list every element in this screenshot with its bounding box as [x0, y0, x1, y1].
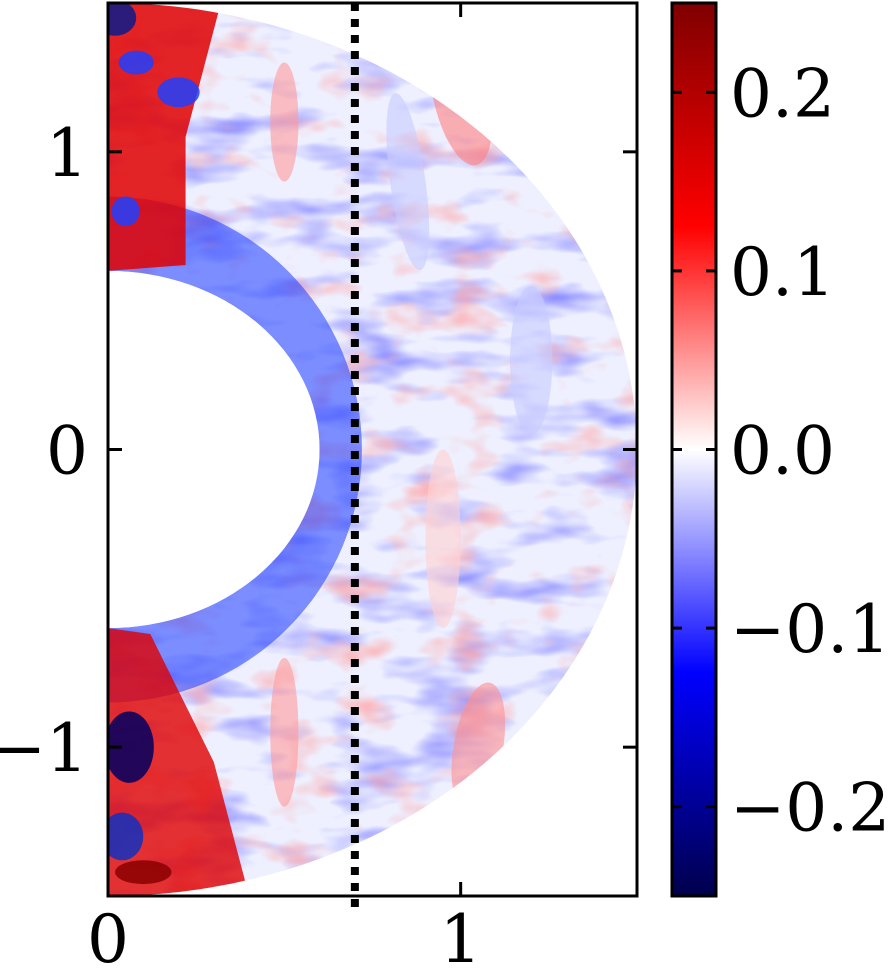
colorbar-ticks: −0.2 −0.1 0.0 0.1 0.2 [672, 55, 890, 847]
field-streak [270, 657, 299, 807]
y-ticks: −1 0 1 [0, 115, 637, 787]
polar-patch [118, 50, 154, 75]
x-tick-label: 1 [440, 901, 482, 969]
polar-patch [157, 77, 200, 108]
south-polar-region [108, 628, 250, 896]
inner-shell-band [108, 196, 362, 703]
field-streak [510, 285, 553, 435]
colorbar-tick-label: 0.0 [730, 413, 835, 490]
field-streak [386, 93, 430, 271]
velocity-field [108, 3, 637, 896]
field-streak [270, 62, 299, 182]
colorbar: −0.2 −0.1 0.0 0.1 0.2 [670, 1, 890, 898]
polar-patch [108, 711, 154, 783]
y-tick-label: 0 [46, 413, 88, 490]
polar-patch [115, 860, 172, 885]
polar-patch [111, 196, 140, 227]
y-tick-label: 1 [46, 115, 88, 192]
colorbar-tick-label: −0.1 [730, 591, 890, 668]
field-streak [425, 449, 461, 629]
y-tick-label: −1 [0, 710, 88, 787]
x-tick-label: 0 [87, 901, 129, 969]
colorbar-tick-label: 0.2 [730, 55, 835, 132]
polar-patch [108, 3, 137, 36]
colorbar-tick-label: −0.2 [730, 770, 890, 847]
polar-patch [108, 812, 144, 861]
colorbar-tick-label: 0.1 [730, 234, 835, 311]
